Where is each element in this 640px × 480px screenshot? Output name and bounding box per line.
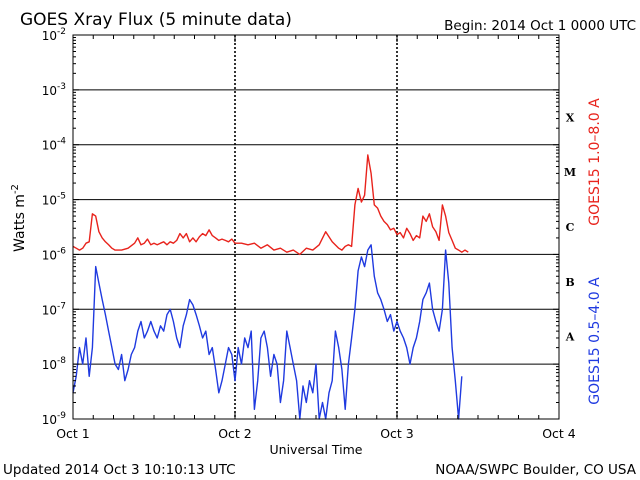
y-axis-label: Watts m-2 <box>10 184 28 252</box>
begin-label: Begin: 2014 Oct 1 0000 UTC <box>444 18 636 34</box>
x-tick-labels: Oct 1 Oct 2 Oct 3 Oct 4 <box>56 35 576 441</box>
x-tick-label: Oct 2 <box>218 426 252 441</box>
y-tick-label: 10-5 <box>42 192 66 208</box>
legend-short-channel: GOES15 0.5–4.0 A <box>587 277 603 405</box>
flare-class-labels: X M C B A <box>564 111 576 343</box>
day-divider-lines <box>234 35 398 419</box>
x-tick-label: Oct 3 <box>380 426 414 441</box>
x-axis-label: Universal Time <box>270 442 363 457</box>
flare-class-label: A <box>565 331 575 344</box>
flare-class-label: X <box>566 111 575 124</box>
y-tick-label: 10-2 <box>42 27 66 43</box>
x-tick-label: Oct 1 <box>56 426 90 441</box>
footer-credit: NOAA/SWPC Boulder, CO USA <box>435 462 637 478</box>
y-tick-label: 10-7 <box>42 301 66 317</box>
footer-updated: Updated 2014 Oct 3 10:10:13 UTC <box>3 462 236 478</box>
legend-long-channel: GOES15 1.0–8.0 A <box>587 98 603 226</box>
chart-title: GOES Xray Flux (5 minute data) <box>20 10 292 30</box>
series-short-channel-line <box>72 244 463 420</box>
y-axis-label-text: Watts m <box>12 194 28 252</box>
flare-class-label: B <box>565 276 574 289</box>
svg-text:Watts m-2: Watts m-2 <box>10 184 28 252</box>
y-tick-label: 10-6 <box>42 246 67 262</box>
y-axis-label-exponent: -2 <box>10 184 21 194</box>
y-tick-labels: 10-2 10-3 10-4 10-5 10-6 10-7 10-8 10-9 <box>42 27 559 427</box>
x-tick-label: Oct 4 <box>542 426 576 441</box>
y-tick-label: 10-8 <box>42 356 67 372</box>
y-tick-label: 10-3 <box>42 82 66 98</box>
flare-class-label: M <box>564 166 576 179</box>
y-tick-label: 10-4 <box>42 137 67 153</box>
y-tick-label: 10-9 <box>42 411 67 427</box>
series-long-channel-line <box>72 154 469 256</box>
grid-lines <box>73 89 559 365</box>
series-layer <box>72 154 469 420</box>
flare-class-label: C <box>566 221 575 234</box>
